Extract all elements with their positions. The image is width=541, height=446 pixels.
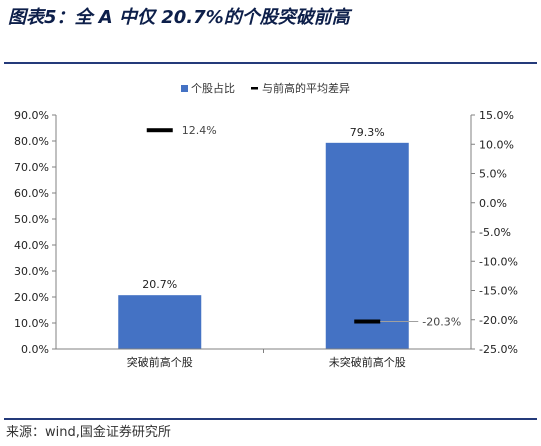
bar — [325, 142, 409, 349]
legend-label-marker: 与前高的平均差异 — [262, 81, 350, 95]
markers: 12.4% -20.3% — [146, 124, 461, 329]
top-rule — [4, 62, 537, 64]
left-tick-label: 0.0% — [21, 343, 49, 356]
right-ticks: -25.0% -20.0% -15.0% -10.0% -5.0% 0.0% 5.0% 10.… — [471, 109, 518, 356]
right-tick-label: 5.0% — [479, 168, 507, 181]
left-tick-label: 50.0% — [14, 213, 49, 226]
right-tick-label: 10.0% — [479, 138, 514, 151]
left-tick-label: 10.0% — [14, 317, 49, 330]
x-axis: 突破前高个股 未突破前高个股 — [56, 348, 471, 369]
left-tick-label: 80.0% — [14, 135, 49, 148]
left-tick-label: 70.0% — [14, 161, 49, 174]
x-ticks: 突破前高个股 未突破前高个股 — [127, 349, 406, 369]
left-tick-label: 90.0% — [14, 109, 49, 122]
right-tick-label: -10.0% — [479, 255, 518, 268]
marker-data-label: 12.4% — [182, 124, 217, 137]
legend-swatch-marker — [251, 87, 258, 90]
left-tick-label: 20.0% — [14, 291, 49, 304]
right-tick-label: -25.0% — [479, 343, 518, 356]
right-axis: -25.0% -20.0% -15.0% -10.0% -5.0% 0.0% 5.0% 10.… — [470, 109, 518, 356]
right-tick-label: -15.0% — [479, 285, 518, 298]
marker-data-label: -20.3% — [422, 316, 461, 329]
marker — [146, 128, 173, 133]
right-tick-label: -5.0% — [479, 226, 511, 239]
left-ticks: 0.0% 10.0% 20.0% 30.0% 40.0% 50.0% 60.0% 70.0% 8… — [14, 109, 56, 356]
marker — [354, 319, 381, 324]
bar-data-label: 20.7% — [142, 278, 177, 291]
source-note: 来源：wind,国金证券研究所 — [6, 425, 171, 440]
legend-swatch-bar — [181, 85, 188, 92]
bottom-rule — [4, 418, 537, 420]
bar — [118, 295, 202, 349]
left-axis: 0.0% 10.0% 20.0% 30.0% 40.0% 50.0% 60.0% 70.0% 8… — [14, 109, 57, 356]
left-tick-label: 30.0% — [14, 265, 49, 278]
page-title: 图表5：全 A 中仅 20.7%的个股突破前高 — [8, 7, 350, 28]
bars: 20.7% 79.3% — [118, 126, 409, 349]
x-tick-label: 突破前高个股 — [127, 355, 193, 369]
left-tick-label: 60.0% — [14, 187, 49, 200]
x-tick-label: 未突破前高个股 — [329, 355, 406, 369]
bar-data-label: 79.3% — [350, 126, 385, 139]
legend: 个股占比 与前高的平均差异 — [181, 81, 350, 95]
right-tick-label: -20.0% — [479, 314, 518, 327]
legend-label-bar: 个股占比 — [191, 81, 235, 95]
left-tick-label: 40.0% — [14, 239, 49, 252]
right-tick-label: 15.0% — [479, 109, 514, 122]
right-tick-label: 0.0% — [479, 197, 507, 210]
